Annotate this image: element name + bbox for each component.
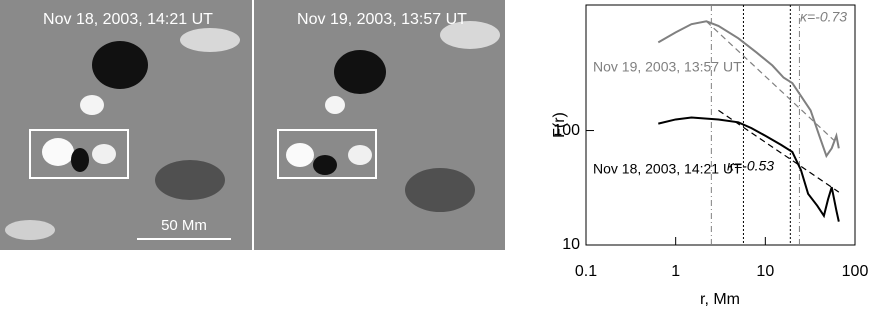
panel-label: Nov 19, 2003, 13:57 UT xyxy=(297,11,467,28)
fit-line xyxy=(706,21,838,145)
annotation: κ=-0.53 xyxy=(727,158,774,174)
x-tick-label: 10 xyxy=(756,263,774,280)
y-tick-label: 10 xyxy=(562,236,580,253)
series-label: Nov 18, 2003, 14:21 UT xyxy=(593,161,742,177)
x-tick-label: 0.1 xyxy=(575,263,597,280)
data-line xyxy=(658,21,839,156)
x-tick-label: 1 xyxy=(671,263,680,280)
panel-label: Nov 18, 2003, 14:21 UT xyxy=(43,11,213,28)
annotation: κ=-0.73 xyxy=(800,9,847,25)
x-axis-title: r, Mm xyxy=(700,291,740,308)
y-tick-label: 100 xyxy=(553,122,580,139)
scale-bar-label: 50 Mm xyxy=(161,217,207,234)
magnetogram-left: 50 Mm Nov 18, 2003, 14:21 UT xyxy=(0,0,252,250)
x-tick-label: 100 xyxy=(842,263,869,280)
figure: 50 Mm Nov 18, 2003, 14:21 UT Nov 19, 200… xyxy=(0,0,869,314)
magnetogram-right: Nov 19, 2003, 13:57 UT xyxy=(254,0,505,250)
series-label: Nov 19, 2003, 13:57 UT xyxy=(593,59,742,75)
